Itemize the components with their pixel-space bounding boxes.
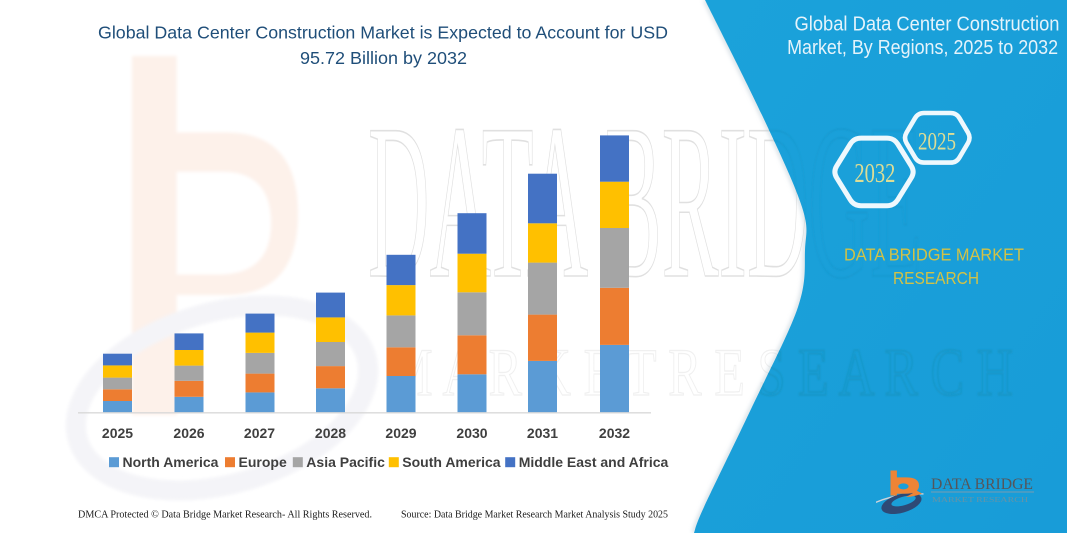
svg-text:2025: 2025 xyxy=(918,127,956,156)
svg-text:Market, By Regions, 2025 to 20: Market, By Regions, 2025 to 2032 xyxy=(787,37,1058,59)
svg-text:2026: 2026 xyxy=(173,425,204,441)
svg-text:2032: 2032 xyxy=(854,158,895,188)
svg-text:Asia Pacific: Asia Pacific xyxy=(306,454,385,470)
svg-text:95.72 Billion by 2032: 95.72 Billion by 2032 xyxy=(300,48,467,68)
svg-text:2032: 2032 xyxy=(599,425,630,441)
svg-text:2025: 2025 xyxy=(102,425,133,441)
svg-text:North America: North America xyxy=(123,454,219,470)
svg-text:2030: 2030 xyxy=(456,425,487,441)
svg-text:RESEARCH: RESEARCH xyxy=(893,268,979,288)
svg-text:MARKET RESEARCH: MARKET RESEARCH xyxy=(932,496,1028,504)
svg-text:2027: 2027 xyxy=(244,425,275,441)
svg-text:Europe: Europe xyxy=(239,454,287,470)
svg-text:Source: Data Bridge Market Res: Source: Data Bridge Market Research Mark… xyxy=(401,509,668,521)
svg-text:Global Data Center Constructio: Global Data Center Construction Market i… xyxy=(98,23,668,43)
svg-text:DATA BRIDGE MARKET: DATA BRIDGE MARKET xyxy=(844,244,1024,264)
svg-text:2029: 2029 xyxy=(385,425,416,441)
svg-text:DMCA Protected © Data Bridge M: DMCA Protected © Data Bridge Market Rese… xyxy=(78,509,372,521)
svg-text:Middle East and Africa: Middle East and Africa xyxy=(519,454,669,470)
svg-text:2028: 2028 xyxy=(315,425,346,441)
svg-text:DATA BRIDGE: DATA BRIDGE xyxy=(931,476,1033,493)
svg-text:2031: 2031 xyxy=(527,425,558,441)
svg-text:Global Data Center Constructio: Global Data Center Construction xyxy=(795,14,1060,36)
svg-text:South America: South America xyxy=(402,454,500,470)
